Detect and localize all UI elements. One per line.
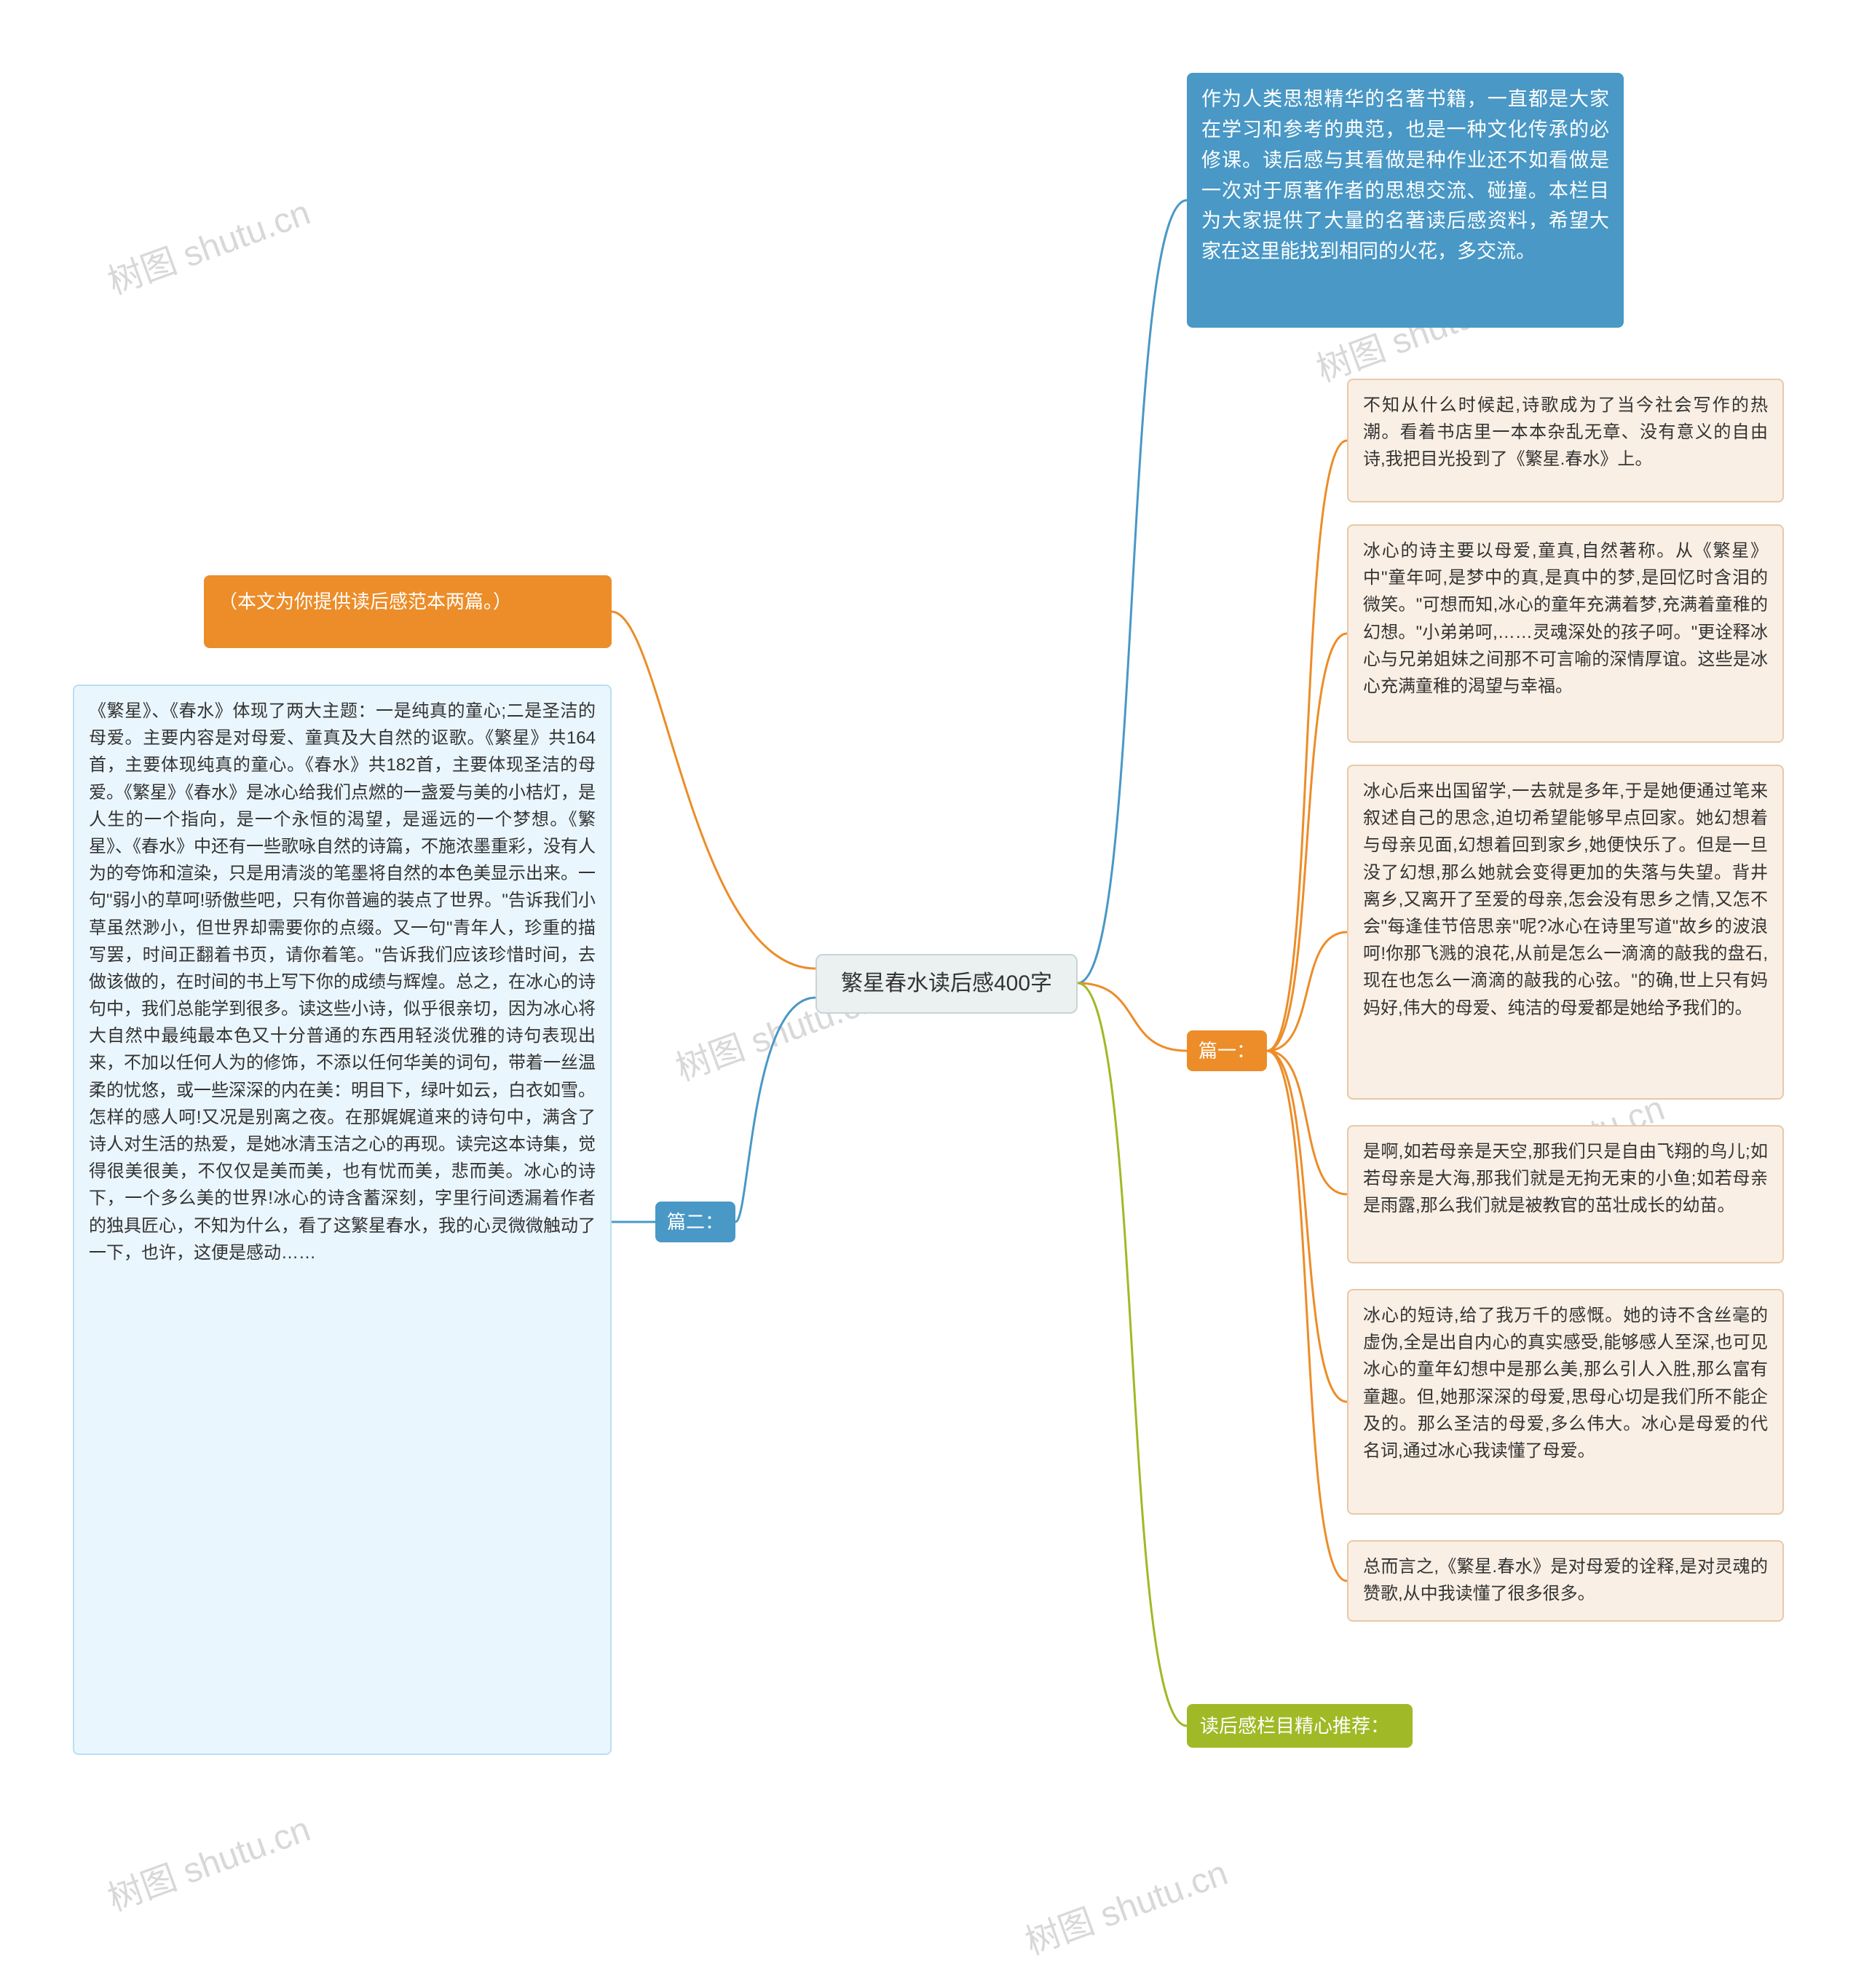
node-essay1-p4[interactable]: 是啊,如若母亲是天空,那我们只是自由飞翔的鸟儿;如若母亲是大海,那我们就是无拘无… <box>1347 1125 1784 1263</box>
node-recommend[interactable]: 读后感栏目精心推荐： <box>1187 1704 1413 1748</box>
node-essay1-p1[interactable]: 不知从什么时候起,诗歌成为了当今社会写作的热潮。看着书店里一本本杂乱无章、没有意… <box>1347 379 1784 502</box>
node-essay2-header[interactable]: 篇二： <box>655 1202 735 1242</box>
center-node[interactable]: 繁星春水读后感400字 <box>816 954 1078 1014</box>
node-essay1-p5[interactable]: 冰心的短诗,给了我万千的感慨。她的诗不含丝毫的虚伪,全是出自内心的真实感受,能够… <box>1347 1289 1784 1515</box>
node-essay1-p3[interactable]: 冰心后来出国留学,一去就是多年,于是她便通过笔来叙述自己的思念,迫切希望能够早点… <box>1347 765 1784 1100</box>
node-essay1-header[interactable]: 篇一： <box>1187 1030 1267 1071</box>
node-essay1-p2[interactable]: 冰心的诗主要以母爱,童真,自然著称。从《繁星》中"童年呵,是梦中的真,是真中的梦… <box>1347 524 1784 743</box>
node-right-intro[interactable]: 作为人类思想精华的名著书籍，一直都是大家在学习和参考的典范，也是一种文化传承的必… <box>1187 73 1624 328</box>
node-essay1-p6[interactable]: 总而言之,《繁星.春水》是对母爱的诠释,是对灵魂的赞歌,从中我读懂了很多很多。 <box>1347 1540 1784 1622</box>
node-essay2-body[interactable]: 《繁星》、《春水》体现了两大主题：一是纯真的童心;二是圣洁的母爱。主要内容是对母… <box>73 685 612 1755</box>
node-intro-note[interactable]: （本文为你提供读后感范本两篇。） <box>204 575 612 648</box>
